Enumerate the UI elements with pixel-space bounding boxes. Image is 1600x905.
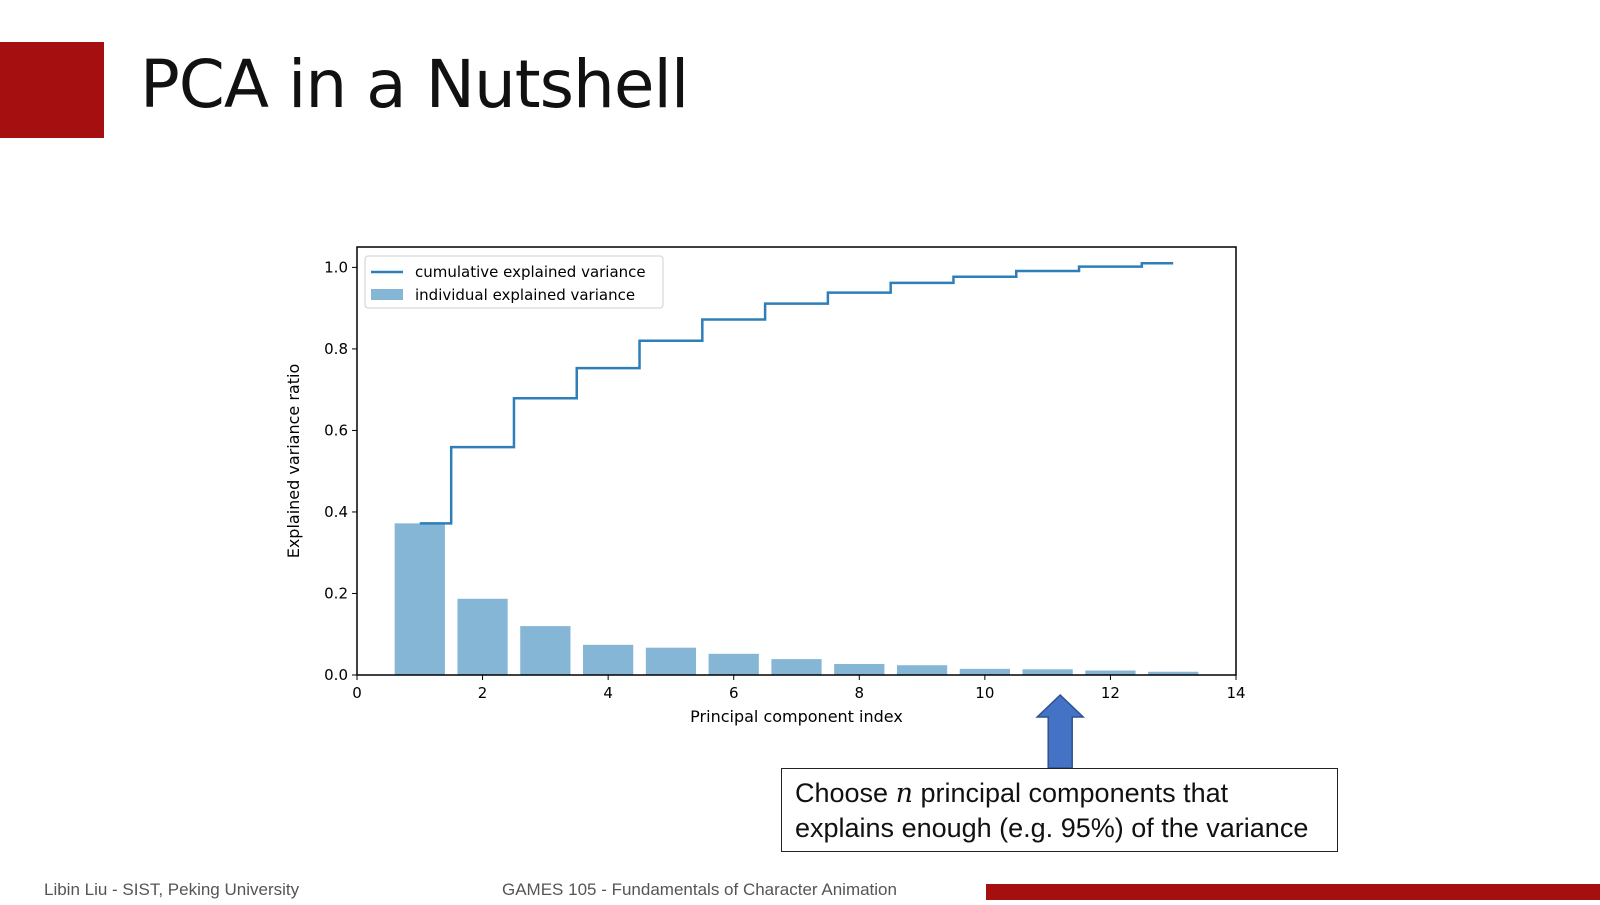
- bar-13: [1148, 671, 1199, 675]
- bar-7: [771, 659, 822, 675]
- bar-4: [583, 644, 634, 675]
- y-tick-label: 0.4: [324, 503, 348, 521]
- bar-8: [834, 663, 885, 675]
- callout-box: Choose n principal components that expla…: [781, 768, 1338, 852]
- up-arrow-icon: [1035, 693, 1086, 769]
- legend-bar-swatch: [371, 289, 403, 300]
- bar-10: [959, 668, 1010, 675]
- ticks-layer: 0 2 4 6 8 10 12 14 0.0 0.2 0.4 0.6 0.8 1.0: [324, 258, 1245, 702]
- bars-layer: [394, 523, 1199, 675]
- step-layer: [419, 262, 1174, 525]
- callout-variable: n: [895, 778, 913, 809]
- x-tick-label: 4: [603, 684, 613, 702]
- legend-label-cumulative: cumulative explained variance: [415, 263, 646, 281]
- bar-1: [394, 523, 445, 675]
- footer-accent-bar: [986, 884, 1600, 900]
- y-tick-label: 0.6: [324, 421, 348, 439]
- callout-text-a: Choose: [795, 778, 896, 808]
- bar-5: [645, 647, 697, 675]
- bar-3: [520, 626, 571, 675]
- y-tick-label: 0.0: [324, 666, 348, 684]
- x-tick-label: 10: [975, 684, 994, 702]
- callout-arrow: [1035, 693, 1086, 769]
- x-tick-label: 8: [855, 684, 865, 702]
- x-tick-label: 2: [478, 684, 488, 702]
- x-tick-label: 14: [1226, 684, 1245, 702]
- footer-course: GAMES 105 - Fundamentals of Character An…: [502, 880, 897, 899]
- callout-line-1: Choose n principal components that: [795, 776, 1324, 811]
- legend-box: [364, 255, 664, 309]
- x-axis-label: Principal component index: [690, 707, 903, 726]
- bar-12: [1085, 670, 1136, 675]
- bar-2: [457, 598, 508, 675]
- callout-line-2: explains enough (e.g. 95%) of the varian…: [795, 813, 1309, 843]
- bar-9: [896, 665, 948, 675]
- x-tick-label: 0: [352, 684, 362, 702]
- legend-label-individual: individual explained variance: [415, 286, 635, 304]
- y-axis-label: Explained variance ratio: [284, 364, 303, 559]
- footer-author: Libin Liu - SIST, Peking University: [44, 880, 300, 899]
- y-tick-label: 0.2: [324, 584, 348, 602]
- callout-text-b: principal components that: [912, 778, 1229, 808]
- axes-frame: [356, 246, 1237, 676]
- x-tick-label: 12: [1101, 684, 1120, 702]
- slide-title: PCA in a Nutshell: [140, 46, 689, 123]
- bar-11: [1022, 669, 1073, 675]
- title-accent-block: [0, 42, 104, 138]
- x-tick-label: 6: [729, 684, 739, 702]
- y-tick-label: 1.0: [324, 258, 348, 276]
- y-tick-label: 0.8: [324, 340, 348, 358]
- cumulative-step-line: [419, 262, 1174, 525]
- bar-6: [708, 653, 759, 675]
- legend: cumulative explained variance individual …: [364, 255, 664, 309]
